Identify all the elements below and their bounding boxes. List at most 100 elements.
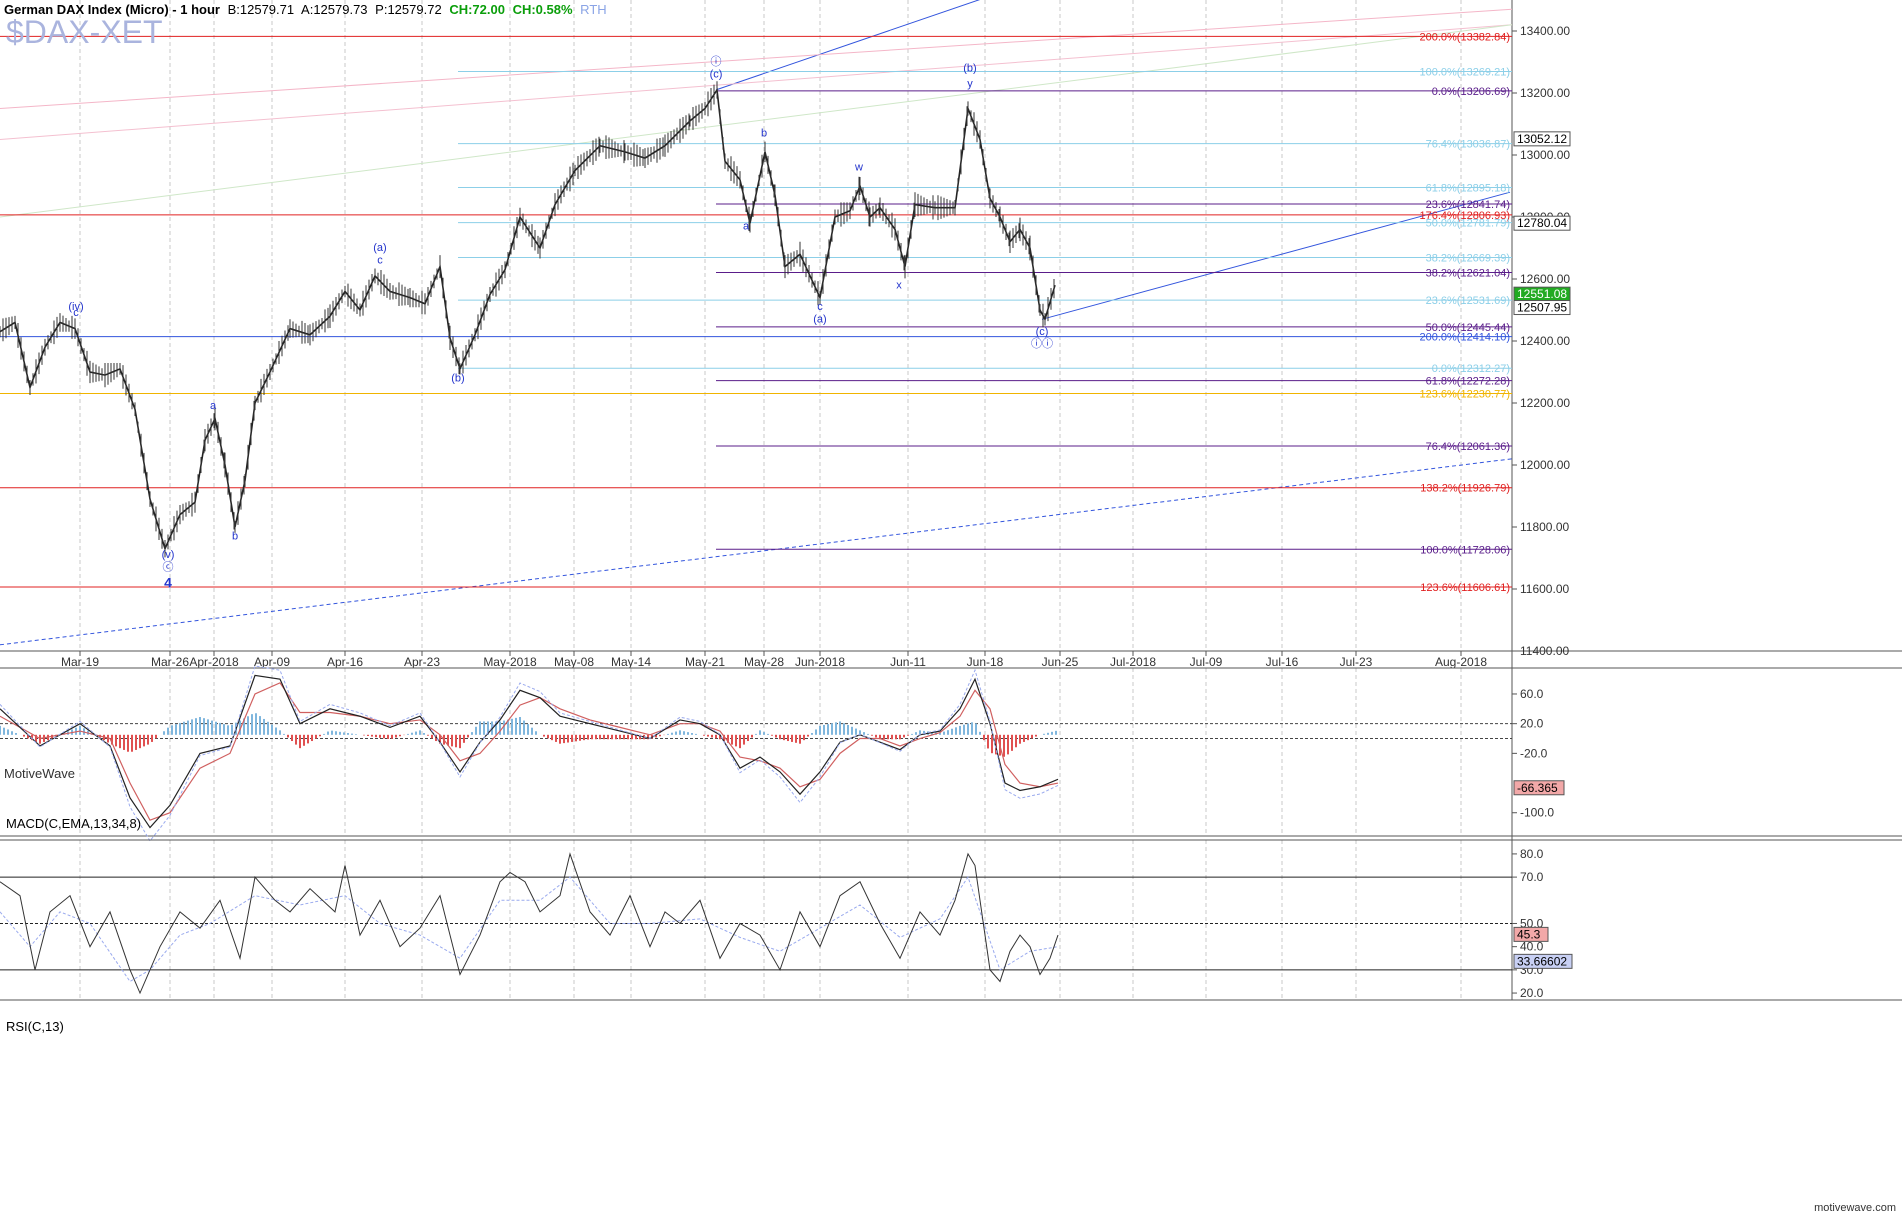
trend-line [0, 8, 1513, 109]
x-tick-label: Jun-2018 [795, 655, 845, 669]
macd-y-tick-label: -20.0 [1520, 746, 1548, 760]
level-label: 23.6%(12841.74) [1426, 199, 1510, 211]
rsi-current-tag [1513, 926, 1549, 942]
rsi-panel[interactable]: 80.070.050.040.030.020.045.333.66602 [0, 839, 1902, 1001]
level-label: 50.0%(12781.79) [1426, 218, 1510, 230]
change-value: CH:72.00 [449, 2, 505, 17]
wave-label: c [817, 301, 823, 313]
x-tick-label: Apr-09 [254, 655, 290, 669]
wave-label: 4 [164, 574, 172, 590]
wave-label: b [232, 530, 238, 542]
y-tick-label: 13400.00 [1520, 24, 1570, 38]
rsi-y-tick-label: 20.0 [1520, 986, 1544, 1000]
rsi-avg-label: 33.66602 [1517, 954, 1567, 968]
rsi-avg-tag [1513, 953, 1573, 969]
wave-label: c [377, 255, 383, 267]
rsi-title: RSI(C,13) [6, 1019, 64, 1034]
macd-title: MACD(C,EMA,13,34,8) [6, 816, 142, 831]
chart-header: German DAX Index (Micro) - 1 hour B:1257… [4, 2, 611, 17]
level-label: 200.0%(13382.84) [1419, 31, 1510, 43]
x-tick-label: May-08 [554, 655, 594, 669]
change-pct-value: CH:0.58% [512, 2, 573, 17]
wave-label: (iv) [68, 301, 83, 313]
macd-signal-line [0, 682, 1059, 821]
macd-current-tag [1513, 780, 1565, 796]
macd-y-tick-label: -100.0 [1520, 806, 1554, 820]
price-tag-label: 12780.04 [1517, 216, 1567, 230]
rsi-y-tick-label: 70.0 [1520, 870, 1544, 884]
session-label: RTH [580, 2, 607, 17]
watermark: MotiveWave [4, 766, 76, 781]
y-tick-label: 11600.00 [1520, 582, 1569, 596]
x-tick-label: Jun-18 [967, 655, 1004, 669]
price-value: P:12579.72 [375, 2, 442, 17]
wave-label: x [896, 279, 902, 291]
level-label: 61.8%(12895.18) [1426, 182, 1510, 194]
level-label: 200.0%(12414.10) [1419, 332, 1510, 344]
bid-value: B:12579.71 [227, 2, 295, 17]
rsi-y-tick-label: 80.0 [1520, 847, 1544, 861]
rsi-line [0, 852, 1059, 995]
x-tick-label: Apr-23 [404, 655, 440, 669]
chart-title: German DAX Index (Micro) - 1 hour [4, 2, 220, 17]
price-tag-label: 12551.08 [1517, 287, 1567, 301]
y-tick-label: 12200.00 [1520, 396, 1570, 410]
rsi-average-line [0, 875, 1059, 983]
x-tick-label: Mar-26 [151, 655, 189, 669]
wave-label: a [743, 220, 750, 232]
price-tag-label: 12507.95 [1517, 301, 1567, 315]
trend-line [0, 24, 1513, 218]
x-tick-label: Jun-11 [890, 655, 926, 669]
price-tag [1513, 131, 1571, 147]
level-label: 38.2%(12669.39) [1426, 252, 1510, 264]
wave-label: ⓘⓘ [1031, 337, 1053, 350]
wave-label: w [854, 162, 863, 174]
y-tick-label: 12000.00 [1520, 458, 1570, 472]
level-label: 61.8%(12272.28) [1426, 376, 1510, 388]
wave-label: (c) [710, 69, 723, 81]
wave-label: ⓘ [711, 55, 722, 68]
symbol-label: $DAX-XET [6, 14, 163, 50]
x-tick-label: Jul-16 [1266, 655, 1299, 669]
wave-label: (a) [373, 242, 386, 254]
price-tag [1513, 215, 1571, 231]
trend-line [1041, 191, 1511, 320]
x-tick-label: Apr-16 [327, 655, 363, 669]
wave-label: (v) [162, 549, 175, 561]
level-label: 123.6%(12230.77) [1419, 388, 1510, 400]
wave-label: (c) [1036, 326, 1049, 338]
y-tick-label: 13200.00 [1520, 86, 1570, 100]
price-tag [1513, 300, 1571, 316]
x-tick-label: May-21 [685, 655, 725, 669]
wave-label: b [761, 127, 767, 139]
x-tick-label: Mar-19 [61, 655, 99, 669]
wave-label: a [210, 400, 217, 412]
macd-line [0, 674, 1059, 829]
level-label: 76.4%(12061.36) [1426, 441, 1510, 453]
x-tick-label: May-2018 [483, 655, 537, 669]
level-label: 176.4%(12806.93) [1419, 210, 1510, 222]
ask-value: A:12579.73 [301, 2, 368, 17]
level-label: 123.6%(11606.61) [1420, 582, 1510, 594]
x-tick-label: May-28 [744, 655, 784, 669]
x-tick-label: Jul-2018 [1110, 655, 1156, 669]
wave-label: (b) [963, 62, 976, 74]
y-tick-label: 13000.00 [1520, 148, 1570, 162]
trend-line [0, 24, 1513, 140]
x-tick-label: May-14 [611, 655, 651, 669]
macd-y-tick-label: 60.0 [1520, 687, 1544, 701]
wave-label: ⓒ [163, 560, 174, 573]
macd-y-tick-label: 20.0 [1520, 717, 1544, 731]
x-tick-label: Jul-23 [1340, 655, 1373, 669]
wave-label: (a) [813, 313, 826, 325]
wave-label: c [73, 307, 79, 319]
rsi-current-label: 45.3 [1517, 927, 1541, 941]
x-tick-label: Jun-25 [1042, 655, 1079, 669]
y-tick-label: 12400.00 [1520, 334, 1570, 348]
level-label: 76.4%(13036.87) [1426, 139, 1510, 151]
macd-panel[interactable]: 60.0 20.0 -20.0 -100.0 -66.365 [0, 665, 1902, 842]
macd-current-label: -66.365 [1517, 781, 1558, 795]
